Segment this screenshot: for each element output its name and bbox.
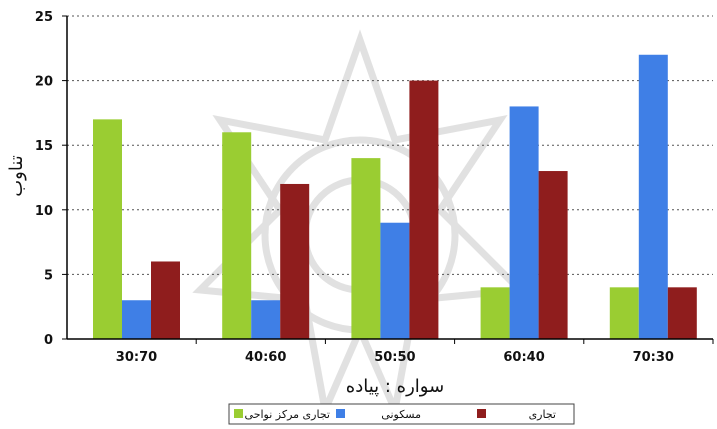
bar-4-1 <box>638 54 668 339</box>
y-tick-label: 10 <box>35 204 53 219</box>
bar-3-1 <box>509 106 539 339</box>
x-axis-title: سواره : پیاده <box>346 376 444 397</box>
bar-1-0 <box>222 132 252 339</box>
x-tick-label: 50:50 <box>374 350 415 365</box>
bar-0-0 <box>93 119 122 339</box>
x-tick-label: 30:70 <box>116 350 157 365</box>
bar-4-0 <box>609 287 639 339</box>
bar-0-2 <box>151 261 180 339</box>
bar-3-2 <box>538 171 568 339</box>
bar-2-2 <box>409 80 439 339</box>
legend: تجاری مرکز نواحی مسکونی تجاری <box>228 403 575 425</box>
legend-label: مسکونی <box>381 408 421 421</box>
legend-swatch <box>336 409 345 418</box>
bar-4-2 <box>667 287 697 339</box>
bar-2-1 <box>380 222 410 339</box>
x-tick-label: 40:60 <box>245 350 286 365</box>
legend-swatch <box>234 409 243 418</box>
y-tick-label: 0 <box>44 333 53 348</box>
legend-label: تجاری <box>529 408 556 421</box>
axes: 0 5 10 15 20 25 30:70 40:60 50:50 60:40 70:30 <box>35 10 714 365</box>
x-tick-label: 60:40 <box>503 350 544 365</box>
y-tick-label: 15 <box>35 139 53 154</box>
y-tick-label: 20 <box>35 75 53 90</box>
bars <box>93 54 697 339</box>
legend-box <box>228 403 575 425</box>
legend-label: تجاری مرکز نواحی <box>245 408 330 421</box>
bar-3-0 <box>480 287 510 339</box>
bar-0-1 <box>122 300 151 339</box>
y-axis-title: تناوب <box>6 155 27 197</box>
legend-swatch <box>477 409 486 418</box>
bar-1-1 <box>251 300 281 339</box>
x-tick-label: 70:30 <box>633 350 674 365</box>
bar-1-2 <box>280 183 310 339</box>
bar-2-0 <box>351 158 381 339</box>
y-tick-label: 5 <box>44 268 53 283</box>
y-tick-label: 25 <box>35 10 53 25</box>
